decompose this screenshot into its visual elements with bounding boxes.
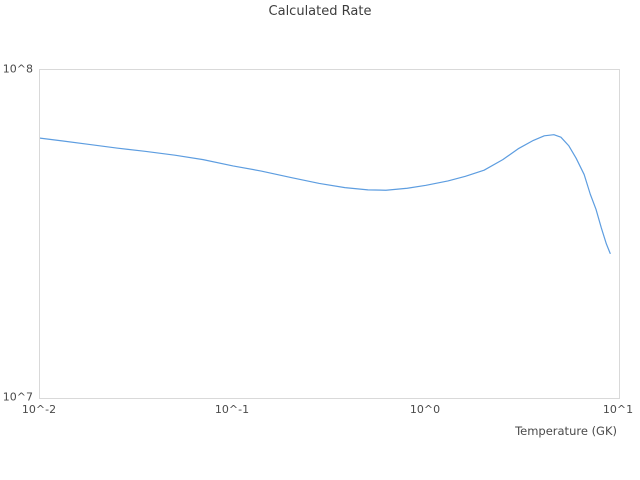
y-tick-label: 10^8 (2, 62, 33, 76)
plot-svg (40, 134, 611, 254)
x-tick-label: 10^1 (602, 403, 634, 416)
chart-title: Calculated Rate (268, 4, 372, 19)
rate-curve-line (40, 134, 611, 254)
x-tick-label: 10^-1 (214, 403, 250, 416)
x-axis-title: Temperature (GK) (515, 424, 617, 438)
y-tick-label: 10^7 (2, 390, 33, 404)
plot-area (39, 69, 620, 399)
x-tick-label: 10^-2 (21, 403, 57, 416)
x-tick-label: 10^0 (409, 403, 441, 416)
